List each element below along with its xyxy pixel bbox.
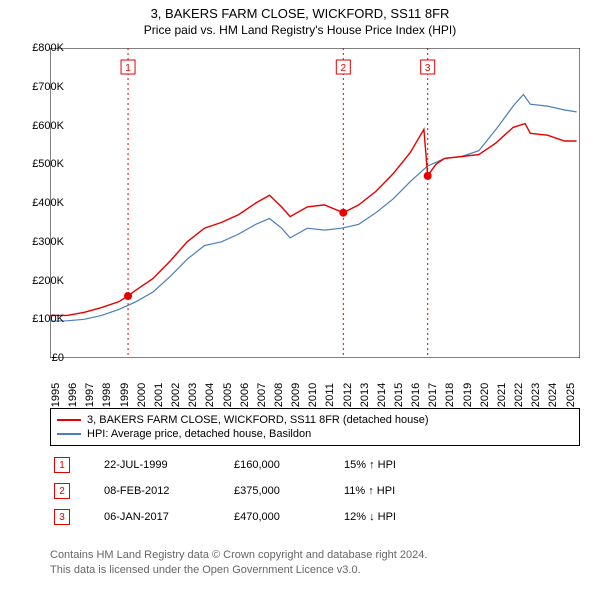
sale-marker-number: 2 (54, 483, 70, 499)
sale-date: 06-JAN-2017 (104, 511, 234, 523)
x-axis-tick-label: 2016 (410, 383, 422, 407)
x-axis-tick-label: 2002 (170, 383, 182, 407)
x-axis-tick-label: 2020 (479, 383, 491, 407)
sale-price: £160,000 (234, 459, 344, 471)
svg-text:2: 2 (341, 63, 347, 74)
x-axis-tick-label: 1995 (50, 383, 62, 407)
y-axis-tick-label: £500K (14, 158, 64, 170)
sale-price: £470,000 (234, 511, 344, 523)
x-axis-tick-label: 2012 (342, 383, 354, 407)
y-axis-tick-label: £0 (14, 352, 64, 364)
x-axis-tick-label: 2018 (444, 383, 456, 407)
x-axis-tick-label: 2001 (153, 383, 165, 407)
sale-date: 08-FEB-2012 (104, 485, 234, 497)
x-axis-tick-label: 2019 (462, 383, 474, 407)
x-axis-tick-label: 1998 (101, 383, 113, 407)
legend-label: 3, BAKERS FARM CLOSE, WICKFORD, SS11 8FR… (87, 414, 429, 426)
x-axis-tick-label: 2017 (427, 383, 439, 407)
x-axis-tick-label: 2008 (273, 383, 285, 407)
chart-subtitle: Price paid vs. HM Land Registry's House … (0, 21, 600, 37)
x-axis-tick-label: 2015 (393, 383, 405, 407)
y-axis-tick-label: £300K (14, 236, 64, 248)
x-axis-tick-label: 2007 (256, 383, 268, 407)
sale-price: £375,000 (234, 485, 344, 497)
sale-pct-vs-hpi: 11% ↑ HPI (344, 485, 414, 497)
sale-pct-vs-hpi: 15% ↑ HPI (344, 459, 414, 471)
chart-area: 1 2 3 (50, 48, 580, 358)
x-axis-tick-label: 2003 (187, 383, 199, 407)
attribution-line: Contains HM Land Registry data © Crown c… (50, 548, 580, 563)
x-axis-tick-label: 1999 (119, 383, 131, 407)
svg-text:1: 1 (125, 63, 131, 74)
attribution: Contains HM Land Registry data © Crown c… (50, 548, 580, 578)
y-axis-tick-label: £600K (14, 120, 64, 132)
x-axis-tick-label: 2023 (530, 383, 542, 407)
sale-row: 3 06-JAN-2017£470,00012% ↓ HPI (50, 504, 580, 530)
y-axis-tick-label: £800K (14, 42, 64, 54)
x-axis-tick-label: 1996 (67, 383, 79, 407)
sale-row: 1 22-JUL-1999£160,00015% ↑ HPI (50, 452, 580, 478)
y-axis-tick-label: £400K (14, 197, 64, 209)
x-axis-tick-label: 2004 (204, 383, 216, 407)
svg-text:3: 3 (425, 63, 431, 74)
legend-swatch (57, 433, 81, 435)
x-axis-tick-label: 2011 (324, 383, 336, 407)
legend-item: HPI: Average price, detached house, Basi… (57, 427, 573, 441)
x-axis-tick-label: 2010 (307, 383, 319, 407)
y-axis-tick-label: £100K (14, 313, 64, 325)
x-axis-tick-label: 1997 (84, 383, 96, 407)
x-axis-tick-label: 2021 (496, 383, 508, 407)
x-axis-tick-label: 2014 (376, 383, 388, 407)
sale-pct-vs-hpi: 12% ↓ HPI (344, 511, 414, 523)
x-axis-tick-label: 2025 (565, 383, 577, 407)
line-chart: 1 2 3 (50, 48, 580, 358)
sale-marker-number: 3 (54, 509, 70, 525)
legend-label: HPI: Average price, detached house, Basi… (87, 428, 311, 440)
legend-swatch (57, 419, 81, 421)
x-axis-tick-label: 2000 (136, 383, 148, 407)
sale-date: 22-JUL-1999 (104, 459, 234, 471)
chart-title: 3, BAKERS FARM CLOSE, WICKFORD, SS11 8FR (0, 0, 600, 21)
x-axis-tick-label: 2006 (239, 383, 251, 407)
sales-table: 1 22-JUL-1999£160,00015% ↑ HPI 2 08-FEB-201… (50, 452, 580, 530)
legend-item: 3, BAKERS FARM CLOSE, WICKFORD, SS11 8FR… (57, 413, 573, 427)
legend: 3, BAKERS FARM CLOSE, WICKFORD, SS11 8FR… (50, 408, 580, 446)
y-axis-tick-label: £200K (14, 275, 64, 287)
x-axis-tick-label: 2024 (547, 383, 559, 407)
x-axis-tick-label: 2013 (359, 383, 371, 407)
x-axis-tick-label: 2005 (222, 383, 234, 407)
x-axis-tick-label: 2022 (513, 383, 525, 407)
y-axis-tick-label: £700K (14, 81, 64, 93)
attribution-line: This data is licensed under the Open Gov… (50, 563, 580, 578)
chart-container: 3, BAKERS FARM CLOSE, WICKFORD, SS11 8FR… (0, 0, 600, 590)
sale-marker-number: 1 (54, 457, 70, 473)
x-axis-tick-label: 2009 (290, 383, 302, 407)
sale-row: 2 08-FEB-2012£375,00011% ↑ HPI (50, 478, 580, 504)
